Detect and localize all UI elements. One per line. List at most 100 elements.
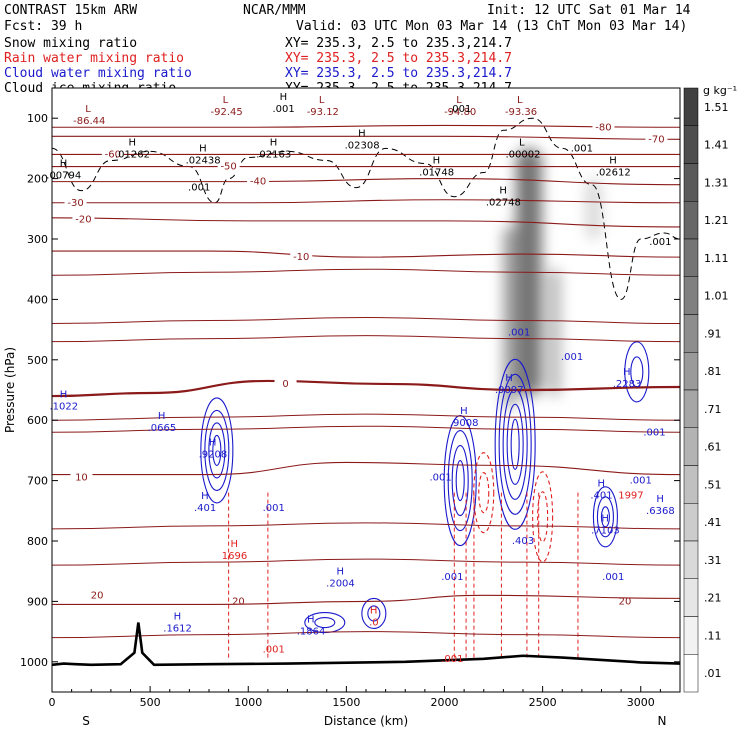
colorbar-label-5: 1.01 [704,290,729,303]
extremum-value-7: .02438 [186,155,221,166]
extremum-marker-14: H [280,92,288,103]
extremum-label-41: .403 [512,536,534,547]
extremum-marker-7: H [199,143,207,154]
mixing-ratio-contour-7-1 [361,597,387,630]
temperature-label-4: -20 [72,212,95,226]
temperature-contour-extra-5 [52,317,680,325]
temperature-label-10: -80 [592,120,615,133]
extremum-marker-24: H [231,539,239,550]
y-tick-label-8: 900 [27,595,48,608]
extremum-value-32: .001 [508,328,530,339]
extremum-marker-11: L [519,137,525,148]
extremum-label-34: H.2283 [613,367,642,390]
temperature-contour-extra-3 [52,425,680,433]
extremum-value-36: .001 [429,473,451,484]
mixing-ratio-contour-8-0 [314,616,336,629]
temperature-contour-extra-7 [52,268,680,276]
extremum-marker-1: L [223,95,229,106]
init-time: Init: 12 UTC Sat 01 Mar 14 [487,3,691,18]
extremum-label-28: H.0 [369,606,379,629]
y-tick-label-3: 400 [27,293,48,306]
extremum-value-40: .6368 [646,506,675,517]
colorbar-label-13: .21 [704,592,722,605]
colorbar-label-11: .41 [704,516,722,529]
field-name-cloud-water: Cloud water mixing ratio [4,66,192,81]
extremum-value-18: .001 [649,237,671,248]
colorbar-label-2: 1.31 [704,176,729,189]
extremum-value-23: .001 [263,503,285,514]
colorbar-label-0: 1.51 [704,101,729,114]
extremum-label-45: .001 [441,654,463,665]
extremum-value-44: .001 [441,572,463,583]
extremum-marker-42: H [601,514,609,525]
mixing-ratio-contour-5-0 [478,472,490,514]
extremum-marker-19: H [60,389,68,400]
extremum-value-27: .1864 [297,627,326,638]
north-label: N [658,714,667,728]
colorbar-swatch-2 [683,163,699,202]
extremum-label-21: H.9208 [199,438,228,461]
temperature-label-3: -10 [290,250,313,263]
mixing-ratio-contour-1-2 [447,430,473,532]
temperature-label-1: 10 [70,470,93,484]
extremum-marker-20: H [158,411,166,422]
temperature-label-bg-1 [70,470,93,483]
extremum-value-11: .00002 [506,149,541,160]
extremum-value-31: .9097 [495,385,524,396]
extremum-marker-10: H [433,156,441,167]
colorbar-label-12: .31 [704,554,722,567]
extremum-label-42: H.7103 [591,514,620,537]
mixing-ratio-contour-0-2 [204,409,230,491]
colorbar-swatch-15 [683,654,699,693]
extremum-label-6: H.01262 [115,137,150,160]
extremum-value-46: 20 [619,596,632,607]
extremum-value-45: .001 [441,654,463,665]
extremum-value-14: .001 [272,104,294,115]
temperature-contour-extra-2 [52,631,680,639]
mixing-ratio-contour-0-1 [208,422,226,479]
colorbar-swatch-11 [683,503,699,542]
extremum-value-47: 20 [232,596,245,607]
extremum-label-7: H.02438 [186,143,221,166]
extremum-marker-26: H [174,612,182,623]
extremum-label-40: H.6368 [646,494,675,517]
y-tick-label-0: 100 [27,112,48,125]
extremum-value-43: .001 [602,572,624,583]
extremum-label-10: H.01748 [419,156,454,179]
extremum-value-21: .9208 [199,450,228,461]
extremum-marker-40: H [656,494,664,505]
extremum-label-11: L.00002 [506,137,541,160]
temperature-label-bg-2 [274,376,297,389]
extremum-marker-21: H [209,438,217,449]
y-tick-label-9: 1000 [20,656,48,669]
temperature-label-bg-4 [72,212,95,225]
colorbar-label-4: 1.11 [704,252,729,265]
extremum-marker-0: L [85,104,91,115]
mixing-ratio-contour-8-1 [304,611,346,634]
temperature-contour-0 [52,594,680,605]
extremum-marker-6: H [128,137,136,148]
extremum-label-16: .001 [571,143,593,154]
snow-shading-3 [585,178,602,239]
temperature-label-6: -40 [247,174,270,188]
x-tick-label-2: 1000 [234,696,262,709]
extremum-value-16: .001 [571,143,593,154]
colorbar-swatch-14 [683,616,699,655]
field-name-rain: Rain water mixing ratio [4,51,184,66]
colorbar-label-6: .91 [704,327,722,340]
extremum-label-32: .001 [508,328,530,339]
temperature-label-text-9: -70 [648,134,664,145]
colorbar-swatch-3 [683,201,699,240]
extremum-label-47: 20 [232,596,245,607]
extremum-value-42: .7103 [591,526,620,537]
mixing-ratio-contour-0-0 [212,434,222,466]
y-tick-label-2: 300 [27,233,48,246]
x-tick-label-0: 0 [49,696,56,709]
y-tick-label-1: 200 [27,173,48,186]
temperature-label-bg-9 [645,132,668,145]
temperature-label-bg-5 [64,195,87,208]
extremum-marker-25: H [336,566,344,577]
x-tick-label-5: 2500 [529,696,557,709]
extremum-label-5: H.00794 [46,159,81,182]
